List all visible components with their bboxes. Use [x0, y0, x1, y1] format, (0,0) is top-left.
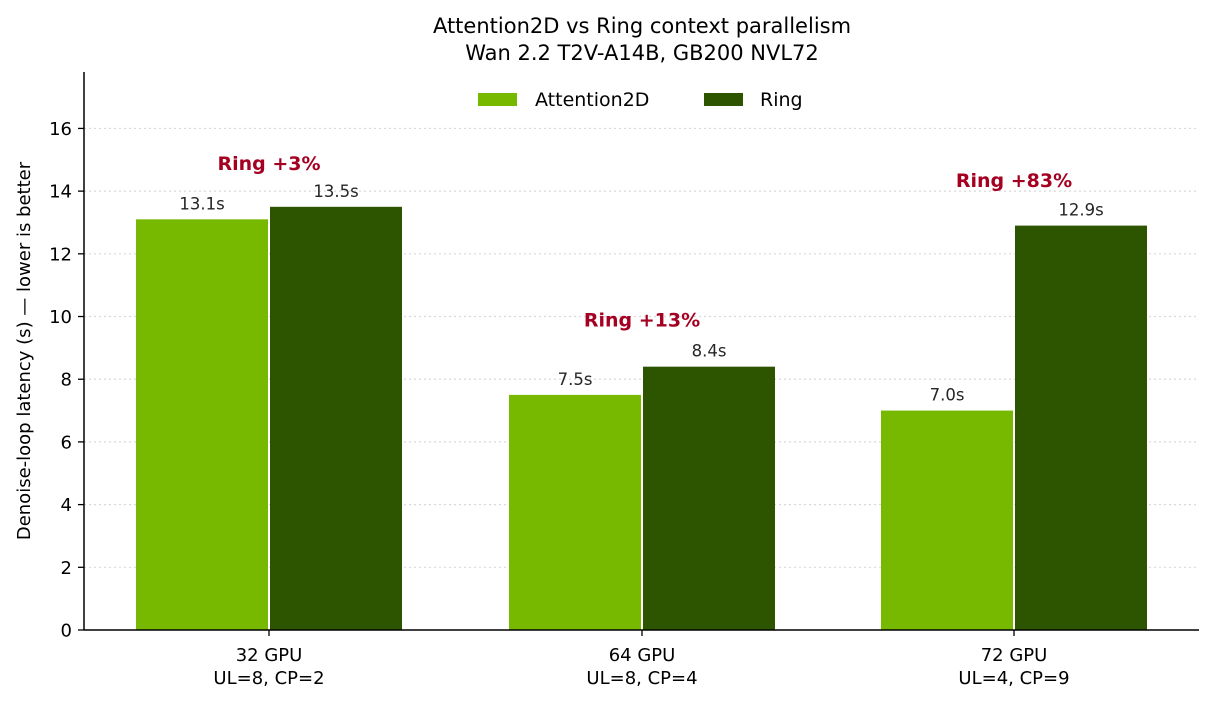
chart-subtitle: Wan 2.2 T2V-A14B, GB200 NVL72 [465, 41, 819, 65]
delta-annotation: Ring +83% [956, 170, 1072, 192]
y-axis-label: Denoise-loop latency (s) — lower is bett… [14, 161, 35, 540]
y-tick-label: 0 [61, 621, 72, 642]
y-tick-label: 12 [49, 244, 72, 265]
y-tick-label: 8 [61, 370, 72, 391]
bar-value-label: 8.4s [692, 342, 727, 361]
y-tick-label: 10 [49, 307, 72, 328]
bar-value-label: 7.5s [558, 370, 593, 389]
bar-value-label: 13.1s [179, 194, 224, 213]
bar-value-label: 12.9s [1058, 201, 1103, 220]
legend-label: Attention2D [535, 89, 649, 111]
legend: Attention2D Ring [478, 89, 803, 111]
legend-swatch-attention2d [478, 93, 517, 106]
annotations: Ring +3% Ring +13% Ring +83% [217, 153, 1072, 332]
delta-annotation: Ring +3% [217, 153, 320, 175]
grid-lines [84, 127, 1199, 568]
x-tick-label: 32 GPU [236, 645, 303, 666]
y-tick-label: 4 [61, 495, 72, 516]
bar-attention2d [509, 394, 641, 630]
bar-attention2d [136, 219, 268, 630]
bar-value-label: 13.5s [313, 182, 358, 201]
y-tick-label: 6 [61, 432, 72, 453]
legend-swatch-ring [704, 93, 743, 106]
x-tick-label: 64 GPU [609, 645, 676, 666]
bar-attention2d [881, 410, 1013, 630]
bars [136, 206, 1147, 630]
y-tick-label: 2 [61, 558, 72, 579]
x-tick-sublabel: UL=8, CP=4 [586, 668, 697, 689]
bar-ring [1015, 225, 1147, 630]
bar-ring [643, 366, 775, 630]
legend-label: Ring [760, 89, 803, 111]
x-tick-sublabel: UL=4, CP=9 [958, 668, 1069, 689]
y-tick-label: 16 [49, 119, 72, 140]
bar-ring [270, 206, 402, 630]
delta-annotation: Ring +13% [584, 310, 700, 332]
x-tick-label: 72 GPU [981, 645, 1048, 666]
x-tick-sublabel: UL=8, CP=2 [213, 668, 324, 689]
bar-value-label: 7.0s [930, 386, 965, 405]
chart-title: Attention2D vs Ring context parallelism [433, 14, 851, 38]
y-tick-label: 14 [49, 182, 72, 203]
data-labels: 13.1s 7.5s 7.0s 13.5s 8.4s 12.9s [179, 182, 1103, 405]
